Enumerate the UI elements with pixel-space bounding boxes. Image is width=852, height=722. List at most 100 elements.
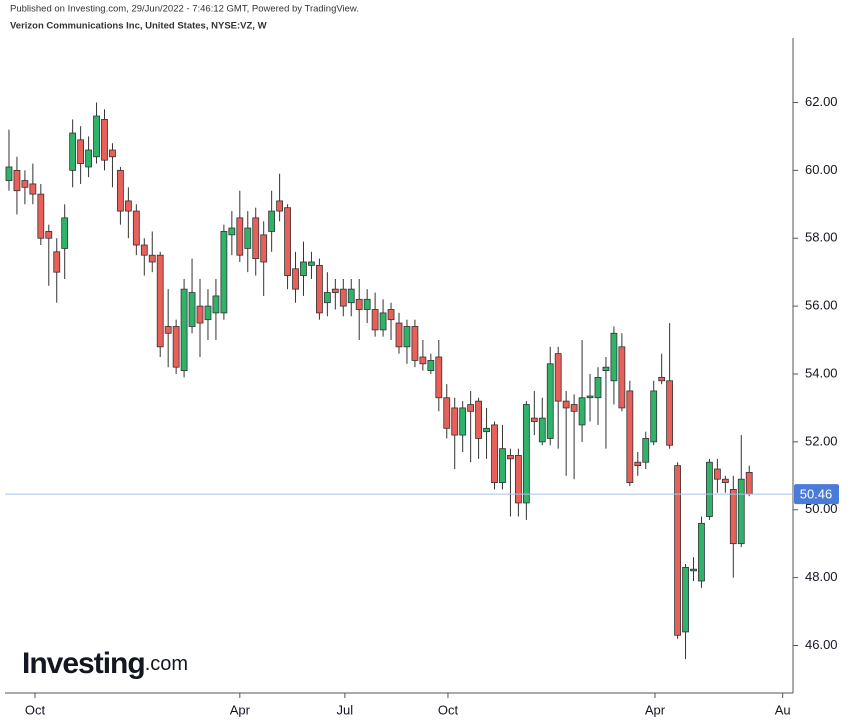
y-tick-label: 56.00	[805, 298, 838, 313]
candle-body	[228, 227, 236, 236]
candle-body	[268, 210, 276, 232]
candle-body	[411, 326, 419, 361]
candle-body	[467, 404, 475, 412]
candle-body	[204, 305, 212, 321]
y-tick-label: 46.00	[805, 637, 838, 652]
candle-body	[395, 322, 403, 348]
candle-body	[124, 200, 132, 212]
candle-body	[29, 183, 37, 195]
candle-body	[323, 292, 331, 304]
candle-body	[419, 356, 427, 365]
candle-body	[586, 395, 594, 399]
candle-body	[132, 210, 140, 246]
candle-body	[642, 438, 650, 463]
candle-body	[387, 309, 395, 321]
candle-body	[212, 295, 220, 314]
candle-body	[339, 288, 347, 307]
candle-body	[236, 217, 244, 256]
candle-body	[483, 427, 490, 433]
published-note: Published on Investing.com, 29/Jun/2022 …	[10, 4, 359, 15]
candle-body	[682, 567, 689, 633]
candle-body	[292, 268, 299, 290]
candle-body	[308, 261, 315, 266]
candle-body	[491, 424, 498, 483]
candle-body	[451, 407, 459, 436]
candle-body	[530, 417, 538, 422]
candle-body	[379, 312, 387, 331]
logo-suffix: .com	[145, 653, 188, 675]
candle-body	[594, 376, 602, 399]
candle-body	[109, 149, 116, 158]
candle-body	[634, 461, 642, 467]
candle-body	[626, 390, 634, 483]
candle-body	[53, 251, 61, 273]
candle-body	[284, 207, 291, 276]
candle-body	[276, 200, 284, 212]
candle-body	[658, 376, 666, 382]
candle-body	[347, 288, 355, 304]
candle-body	[745, 472, 753, 495]
candle-body	[164, 326, 172, 334]
candle-body	[403, 326, 411, 348]
y-tick-label: 48.00	[805, 569, 838, 584]
candle-body	[172, 326, 180, 368]
candle-body	[602, 366, 610, 371]
candle-body	[196, 305, 204, 324]
last-price-box	[794, 484, 839, 505]
candle-body	[180, 288, 188, 371]
candle-body	[148, 254, 156, 263]
candle-body	[427, 360, 435, 371]
candle-body	[331, 288, 339, 293]
candle-body	[698, 522, 705, 582]
candle-body	[355, 298, 363, 310]
y-tick-label: 52.00	[805, 433, 838, 448]
candle-body	[363, 298, 371, 310]
candle-body	[729, 488, 737, 545]
candle-body	[650, 390, 658, 443]
x-tick-label: Au	[775, 702, 791, 717]
x-tick-label: Oct	[25, 702, 46, 717]
candle-body	[562, 400, 570, 409]
candle-body	[554, 353, 562, 402]
logo: Investing.com	[22, 647, 188, 680]
candle-body	[316, 264, 323, 314]
candle-body	[538, 417, 546, 443]
candle-body	[507, 455, 514, 460]
y-tick-label: 50.00	[805, 501, 838, 516]
candle-body	[252, 217, 260, 259]
candle-body	[77, 139, 85, 164]
x-tick-label: Jul	[337, 702, 354, 717]
candle-body	[578, 397, 586, 426]
candle-body	[117, 169, 124, 212]
y-tick-label: 58.00	[805, 230, 838, 245]
candle-body	[499, 448, 506, 483]
candle-body	[300, 261, 307, 276]
candle-body	[435, 356, 443, 399]
candle-body	[140, 244, 148, 256]
candle-body	[610, 332, 618, 382]
candle-body	[156, 254, 164, 348]
chart-title: Verizon Communications Inc, United State…	[10, 21, 267, 32]
candle-body	[443, 397, 451, 429]
candle-body	[459, 407, 467, 436]
candle-body	[674, 465, 681, 636]
logo-name: Investing.com	[22, 647, 188, 680]
last-price-label: 50.46	[800, 487, 833, 502]
candle-body	[690, 568, 697, 572]
logo-word: Investing	[22, 647, 145, 680]
candle-body	[737, 478, 745, 545]
candle-body	[546, 363, 554, 439]
candles	[5, 102, 753, 660]
candle-body	[93, 115, 100, 158]
candle-body	[371, 309, 379, 331]
candle-body	[666, 380, 674, 446]
candle-body	[514, 455, 522, 504]
candle-body	[21, 180, 29, 188]
candle-body	[37, 193, 45, 239]
candle-body	[69, 132, 77, 171]
candle-body	[260, 234, 268, 263]
candle-body	[706, 461, 713, 517]
candle-body	[13, 169, 21, 192]
candle-body	[570, 404, 578, 412]
